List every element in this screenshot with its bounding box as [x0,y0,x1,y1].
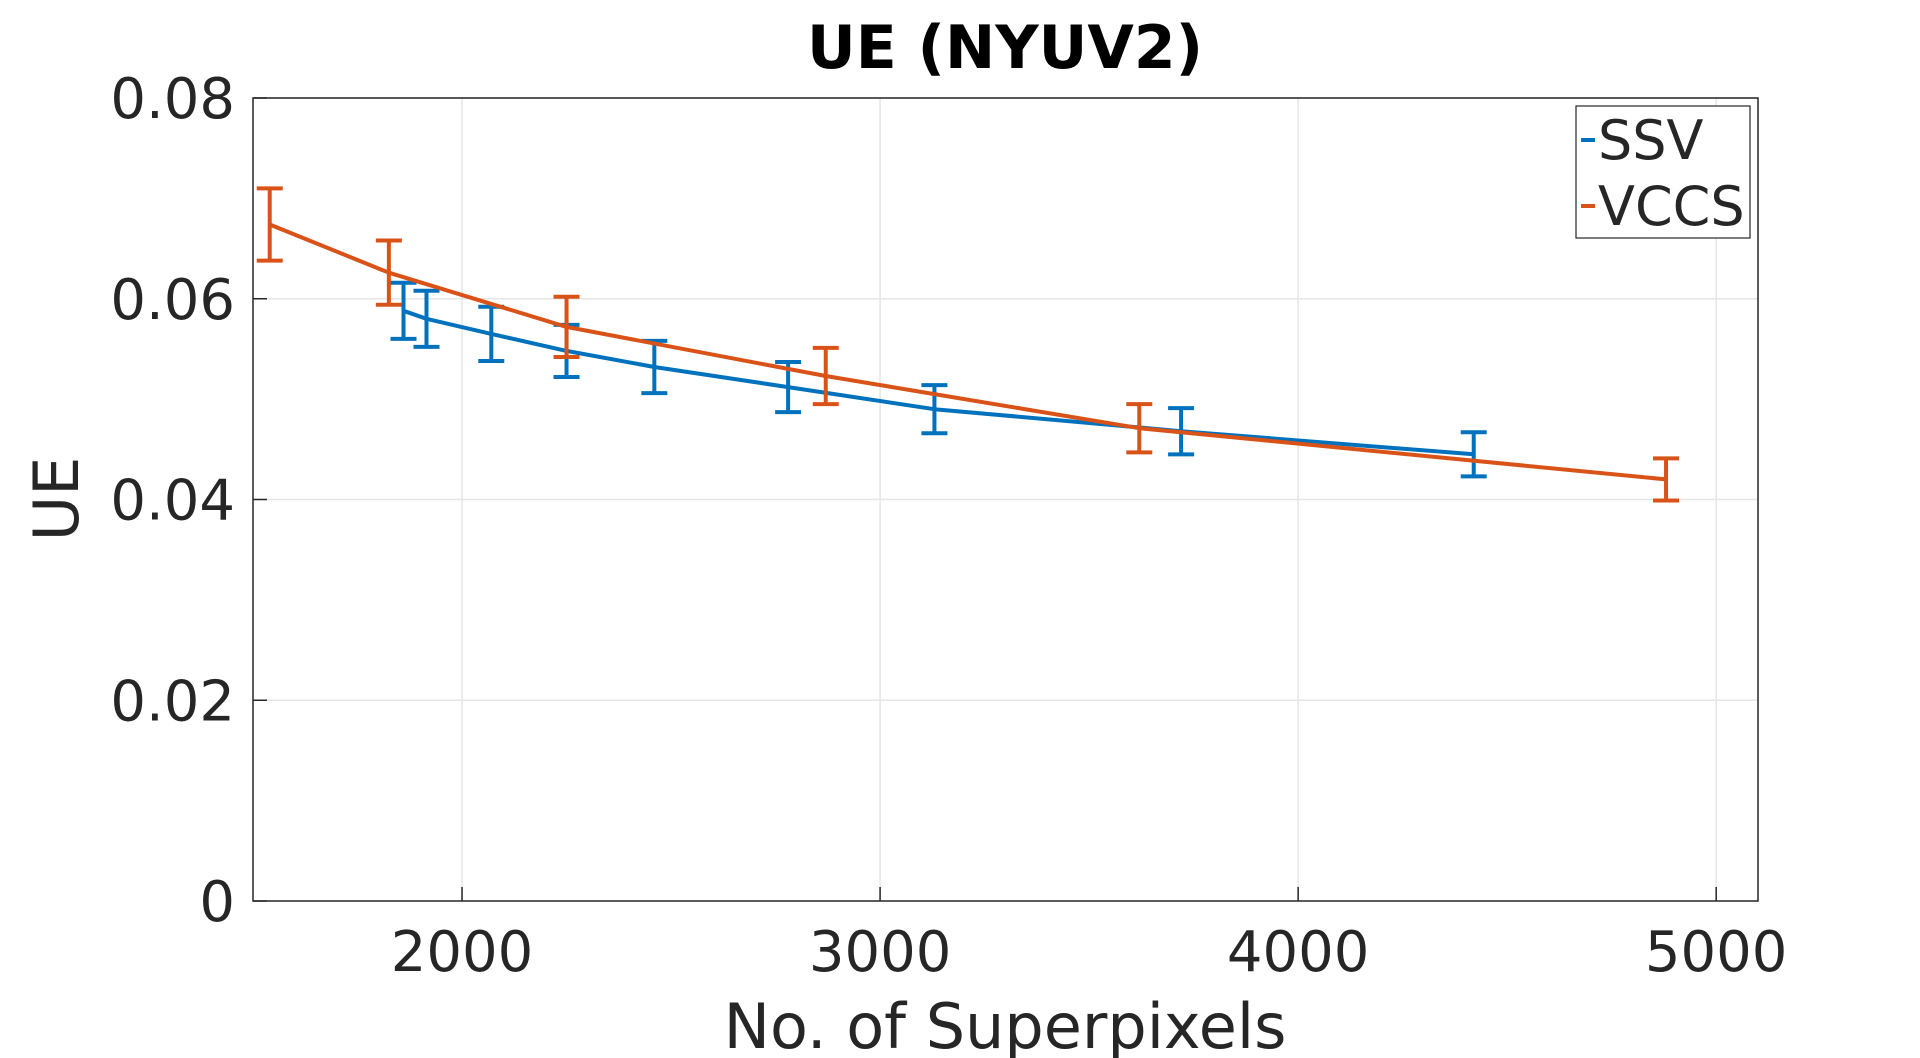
legend-label-ssv: SSV [1598,109,1704,172]
axes [252,97,1759,902]
x-tick-label: 5000 [1645,920,1788,985]
error-bar [390,280,417,341]
x-tick-label: 4000 [1227,920,1370,985]
error-bar [1460,430,1487,479]
x-tick-label: 3000 [809,920,952,985]
x-tick-label: 2000 [391,920,534,985]
error-bar [812,345,839,407]
error-bar [375,238,402,307]
tick-labels: 2000 3000 4000 5000 0 0.02 0.04 0.06 0.08 [110,67,1787,985]
series-vccs [256,186,1680,503]
error-bar [1653,456,1680,503]
series-layer [256,186,1680,503]
error-bar [256,186,283,263]
y-tick-label: 0.06 [110,268,235,333]
error-bar [553,294,580,359]
error-bar [478,304,505,363]
chart-title: UE (NYUV2) [807,13,1203,83]
x-axis-label: No. of Superpixels [724,990,1287,1058]
error-bar [413,288,440,349]
series-line [268,222,1667,482]
y-tick-label: 0 [199,870,235,935]
legend-label-vccs: VCCS [1598,175,1745,238]
y-tick-label: 0.08 [110,67,235,132]
error-bar [1126,402,1153,455]
y-tick-label: 0.04 [110,469,235,534]
legend-box [1575,105,1751,239]
y-axis-label: UE [20,457,93,542]
y-tick-label: 0.02 [110,669,235,734]
grid [253,97,1758,901]
